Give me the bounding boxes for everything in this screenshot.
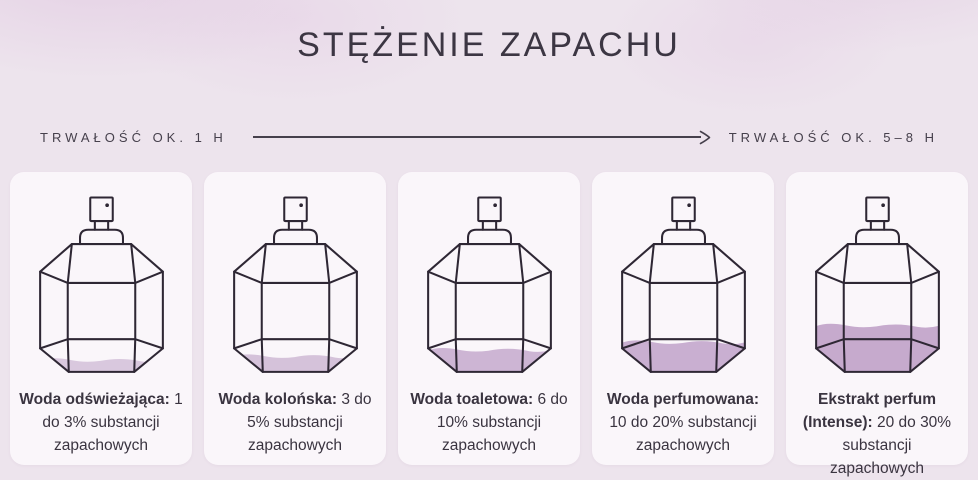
duration-label-min: TRWAŁOŚĆ OK. 1 H bbox=[40, 129, 227, 145]
card-name: Woda perfumowana: bbox=[606, 391, 760, 408]
perfume-bottle-icon bbox=[814, 196, 940, 373]
card-name: Ekstrakt perfum (Intense): bbox=[802, 391, 936, 431]
card-description: 3 do 5% substancji zapachowych bbox=[247, 391, 372, 454]
concentration-card: Woda perfumowana: 10 do 20% substancji z… bbox=[592, 172, 774, 465]
liquid-fill bbox=[815, 323, 939, 372]
duration-arrow bbox=[252, 130, 711, 145]
nozzle-dot bbox=[104, 203, 109, 208]
perfume-bottle-icon bbox=[426, 196, 552, 373]
perfume-bottle-icon bbox=[232, 196, 358, 373]
card-label: Woda odświeżająca: 1 do 3% substancji za… bbox=[10, 388, 192, 457]
card-label: Woda kolońska: 3 do 5% substancji zapach… bbox=[204, 388, 386, 457]
perfume-bottle-icon bbox=[620, 196, 746, 373]
card-label: Woda perfumowana: 10 do 20% substancji z… bbox=[592, 388, 774, 457]
concentration-card: Woda kolońska: 3 do 5% substancji zapach… bbox=[204, 172, 386, 465]
arrow-shaft bbox=[252, 136, 701, 138]
duration-label-max: TRWAŁOŚĆ OK. 5–8 H bbox=[728, 129, 938, 145]
page-title: STĘŻENIE ZAPACHU bbox=[297, 26, 681, 64]
cards-row: Woda odświeżająca: 1 do 3% substancji za… bbox=[0, 172, 978, 477]
nozzle-dot bbox=[686, 203, 691, 208]
duration-scale: TRWAŁOŚĆ OK. 1 H TRWAŁOŚĆ OK. 5–8 H bbox=[40, 128, 938, 146]
card-description: 6 do 10% substancji zapachowych bbox=[436, 391, 568, 454]
card-name: Woda kolońska: bbox=[218, 391, 338, 408]
concentration-card: Woda odświeżająca: 1 do 3% substancji za… bbox=[10, 172, 192, 465]
perfume-bottle-icon bbox=[38, 196, 164, 373]
card-label: Woda toaletowa: 6 do 10% substancji zapa… bbox=[398, 388, 580, 457]
card-name: Woda odświeżająca: bbox=[19, 391, 170, 408]
card-description: 1 do 3% substancji zapachowych bbox=[42, 391, 183, 454]
card-label: Ekstrakt perfum (Intense): 20 do 30% sub… bbox=[786, 388, 968, 480]
nozzle-dot bbox=[492, 203, 497, 208]
liquid-fill bbox=[621, 340, 745, 372]
card-name: Woda toaletowa: bbox=[410, 391, 534, 408]
arrow-head-icon bbox=[699, 130, 711, 144]
card-description: 20 do 30% substancji zapachowych bbox=[830, 414, 952, 477]
nozzle-dot bbox=[880, 203, 885, 208]
concentration-card: Woda toaletowa: 6 do 10% substancji zapa… bbox=[398, 172, 580, 465]
concentration-card: Ekstrakt perfum (Intense): 20 do 30% sub… bbox=[786, 172, 968, 477]
nozzle-dot bbox=[298, 203, 303, 208]
card-description: 10 do 20% substancji zapachowych bbox=[609, 414, 757, 454]
